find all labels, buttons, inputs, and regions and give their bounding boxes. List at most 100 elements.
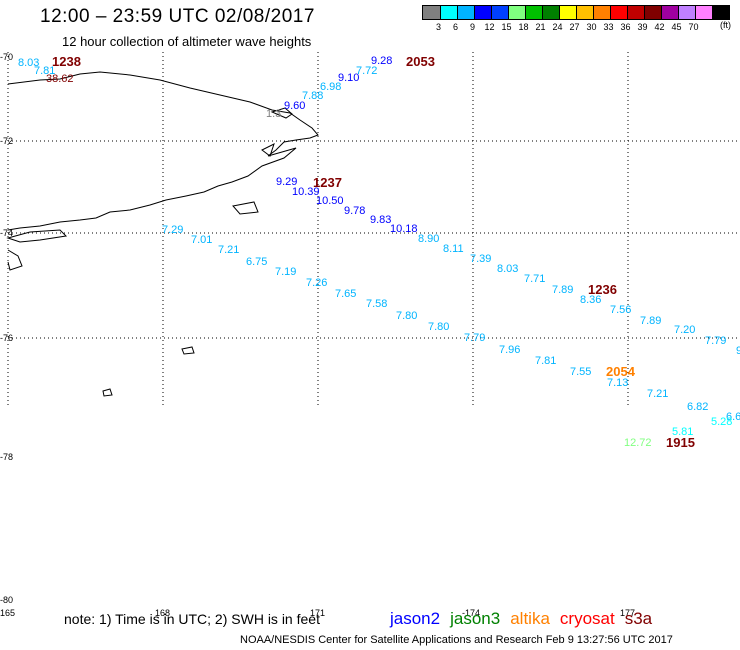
latitude-labels: -70 -72 -74 -76 -78 -80 <box>0 52 13 605</box>
wave-height-value: 9.78 <box>344 205 365 217</box>
pass-time-label: 2054 <box>606 364 636 379</box>
wave-height-value: 6.98 <box>320 81 341 93</box>
color-scale-legend: 3 6 9 12 15 18 21 24 27 30 33 36 39 42 45 70 (ft) <box>422 5 731 32</box>
wave-height-value: 9.83 <box>370 214 391 226</box>
wave-height-value: 7.71 <box>524 273 545 285</box>
legend-swatch <box>559 6 576 19</box>
wave-height-value: 7.79 <box>705 335 726 347</box>
pass-time-label: 1236 <box>588 282 617 297</box>
lon-label: 165 <box>0 608 15 618</box>
pass-time-label: 1915 <box>666 435 695 450</box>
lon-label: 171 <box>310 608 325 618</box>
wave-height-value: 7.26 <box>306 277 327 289</box>
legend-label: 42 <box>654 22 665 32</box>
wave-height-value: 5.28 <box>711 416 732 428</box>
legend-swatch <box>661 6 678 19</box>
wave-height-value: 5.81 <box>672 426 693 438</box>
wave-height-value: 7.88 <box>302 90 323 102</box>
wave-height-value: 6.6 <box>726 411 740 423</box>
legend-label: 39 <box>637 22 648 32</box>
wave-height-value: 8.36 <box>580 294 601 306</box>
wave-height-value: 7.19 <box>275 266 296 278</box>
legend-label: 30 <box>586 22 597 32</box>
legend-label: 33 <box>603 22 614 32</box>
legend-swatch <box>627 6 644 19</box>
wave-height-observations: 8.037.8138.629.287.729.106.987.889.601.3… <box>18 55 740 449</box>
wave-height-value: 7.89 <box>552 284 573 296</box>
legend-swatch <box>457 6 474 19</box>
legend-swatch <box>695 6 712 19</box>
wave-height-value: 9.28 <box>371 55 392 67</box>
wave-height-value: 7.65 <box>335 288 356 300</box>
pass-time-label: 1238 <box>52 54 81 69</box>
wave-height-value: 7.80 <box>428 321 449 333</box>
legend-label: 70 <box>688 22 699 32</box>
mission-jason2: jason2 <box>390 609 441 628</box>
legend-swatch <box>474 6 491 19</box>
wave-height-value: 8.03 <box>497 263 518 275</box>
wave-height-value: 7.89 <box>640 315 661 327</box>
lat-label: -78 <box>0 452 13 462</box>
mission-jason3: jason3 <box>450 609 501 628</box>
lon-label: 177 <box>620 608 635 618</box>
footer-note: note: 1) Time is in UTC; 2) SWH is in fe… <box>64 611 320 627</box>
wave-height-value: 7.96 <box>499 344 520 356</box>
graticule <box>7 52 740 405</box>
wave-height-value: 7.39 <box>470 253 491 265</box>
lat-label: -76 <box>0 333 13 343</box>
lat-label: -72 <box>0 136 13 146</box>
wave-height-value: 7.72 <box>356 65 377 77</box>
lat-label: -74 <box>0 228 13 238</box>
wave-height-value: 1.3 <box>266 108 281 120</box>
wave-height-value: 7.81 <box>34 65 55 77</box>
wave-height-value: 7.21 <box>218 244 239 256</box>
wave-height-value: 7.79 <box>464 332 485 344</box>
legend-swatch <box>423 6 440 19</box>
map-title: 12:00 – 23:59 UTC 02/08/2017 <box>40 6 315 27</box>
wave-height-value: 10.39 <box>292 186 320 198</box>
wave-height-value: 38.62 <box>46 73 74 85</box>
legend-label: 36 <box>620 22 631 32</box>
legend-unit: (ft) <box>720 20 731 30</box>
antarctic-coastline <box>6 71 319 397</box>
mission-cryosat: cryosat <box>559 609 615 628</box>
wave-height-value: 8.90 <box>418 233 439 245</box>
legend-label: 3 <box>435 22 441 32</box>
legend-swatch <box>644 6 661 19</box>
legend-swatch <box>712 6 729 19</box>
mission-legend: jason2 jason3 altika cryosat s3a <box>390 609 662 629</box>
legend-swatch <box>593 6 610 19</box>
legend-label: 45 <box>671 22 682 32</box>
wave-height-value: 6.82 <box>687 401 708 413</box>
legend-label: 6 <box>452 22 458 32</box>
pass-time-label: 2053 <box>406 54 435 69</box>
wave-height-value: 10.50 <box>316 195 344 207</box>
wave-height-value: 12.72 <box>624 437 652 449</box>
legend-swatch <box>542 6 559 19</box>
legend-swatch <box>525 6 542 19</box>
legend-swatch <box>491 6 508 19</box>
legend-label: 21 <box>535 22 546 32</box>
wave-height-value: 10.18 <box>390 223 418 235</box>
credit-line: NOAA/NESDIS Center for Satellite Applica… <box>240 634 673 646</box>
lat-label: -70 <box>0 52 13 62</box>
legend-label: 27 <box>569 22 580 32</box>
legend-swatch <box>610 6 627 19</box>
wave-height-value: 7.56 <box>610 304 631 316</box>
wave-height-value: 7.21 <box>647 388 668 400</box>
legend-label: 12 <box>484 22 495 32</box>
wave-height-value: 7.55 <box>570 366 591 378</box>
wave-height-value: 9.29 <box>276 176 297 188</box>
longitude-labels: 165 168 171 -174 177 <box>0 608 635 618</box>
wave-height-value: 7.13 <box>607 377 628 389</box>
legend-label: 9 <box>469 22 475 32</box>
legend-swatch <box>508 6 525 19</box>
wave-height-value: 9.10 <box>338 72 359 84</box>
wave-height-value: 8.11 <box>443 243 464 255</box>
wave-height-value: 7.58 <box>366 298 387 310</box>
pass-time-label: 1237 <box>313 175 342 190</box>
wave-height-value: 7.81 <box>535 355 556 367</box>
wave-height-value: 7.01 <box>191 234 212 246</box>
wave-height-value: 8.03 <box>18 57 39 69</box>
pass-time-labels: 1238 2053 1237 1236 2054 1915 <box>52 54 695 450</box>
